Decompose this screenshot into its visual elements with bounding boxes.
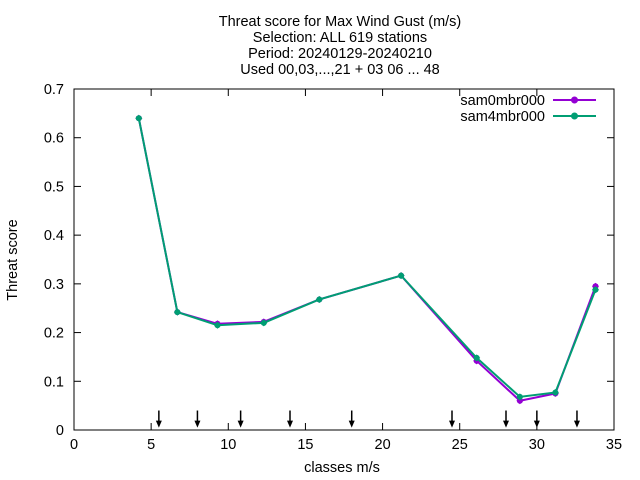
data-point-core [398,272,405,279]
chart-title-line-1: Threat score for Max Wind Gust (m/s) [219,14,462,30]
y-tick-label: 0.5 [44,179,64,195]
y-tick-label: 0.3 [44,277,64,293]
y-tick-label: 0 [56,423,64,439]
data-point-core [592,286,599,293]
threshold-arrow [533,410,540,428]
threshold-arrow [155,410,162,428]
y-tick-label: 0.7 [44,82,64,98]
data-point-core [174,309,181,316]
legend-marker [571,112,578,120]
x-tick-label: 10 [220,437,236,453]
threshold-arrow-head [573,420,580,428]
threshold-arrow [348,410,355,428]
threshold-arrow-head [155,420,162,428]
threshold-arrow-head [287,420,293,428]
series-sam0mbr000 [135,114,599,405]
series-layer [135,114,599,405]
threshold-arrow [573,410,580,428]
chart-title-block: Threat score for Max Wind Gust (m/s) Sel… [219,14,462,78]
x-tick-label: 5 [147,437,155,453]
y-tick-label: 0.4 [44,228,64,244]
series-line [137,118,597,402]
legend-marker [571,96,578,104]
threshold-arrow-head [194,420,201,428]
x-tick-label: 15 [297,437,313,453]
threshold-arrow-head [237,420,244,428]
data-point-core [135,115,142,122]
threshold-arrow-head [348,420,355,428]
data-point-core [214,322,221,329]
plot-area [73,88,615,431]
chart-title-line-3: Period: 20240129-20240210 [248,46,432,62]
series-sam4mbr000 [135,114,599,401]
x-axis-label: classes m/s [304,460,380,476]
y-tick-label: 0.1 [44,374,64,390]
y-axis-label: Threat score [5,219,21,300]
threshold-arrow-head [503,420,509,428]
threshold-arrow-head [533,420,540,428]
data-point-core [260,319,267,326]
chart-title-line-2: Selection: ALL 619 stations [253,30,427,46]
data-point-core [316,296,323,303]
threshold-arrow [449,410,455,428]
threshold-arrows [155,410,580,428]
data-point-core [516,393,523,400]
plot-border [73,88,615,431]
axis-ticks: 0 5 10 15 20 25 30 35 0 0.1 0.2 0.3 0.4 0.5 0.6 0.7 [44,82,622,453]
threshold-arrow [287,410,293,428]
x-tick-label: 30 [529,437,545,453]
data-point-core [552,389,559,396]
y-tick-label: 0.6 [44,131,64,147]
chart-title-line-4: Used 00,03,...,21 + 03 06 ... 48 [240,62,440,78]
y-tick-label: 0.2 [44,326,64,342]
data-point-core [473,354,480,361]
legend-label: sam4mbr000 [460,109,545,125]
x-tick-label: 25 [452,437,468,453]
series-line [137,118,597,398]
x-tick-label: 0 [70,437,78,453]
x-tick-label: 35 [606,437,622,453]
x-tick-label: 20 [375,437,391,453]
threshold-arrow-head [449,420,455,428]
threshold-arrow [237,410,244,428]
threshold-arrow [194,410,201,428]
legend-label: sam0mbr000 [460,93,545,109]
threshold-arrow [503,410,509,428]
